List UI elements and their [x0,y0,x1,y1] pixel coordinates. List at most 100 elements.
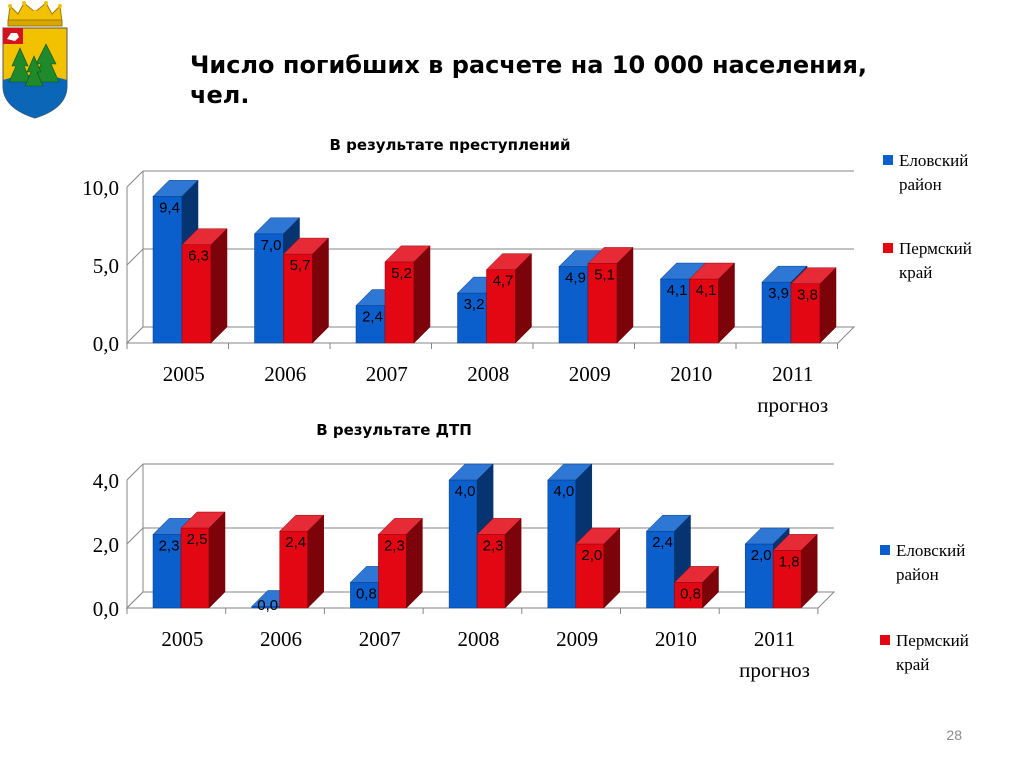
data-label: 7,0 [261,237,282,254]
bar-front [152,196,183,344]
legend-swatch-elovsky [880,545,890,555]
bar-side [515,253,532,344]
bar-side [603,527,621,609]
bar-perm-2010: 0,8 [673,565,720,609]
data-label: 2,5 [187,531,208,548]
data-label: 2,4 [652,534,673,551]
bar-front [674,582,703,609]
x-tick-label: 2008 [457,627,499,651]
legend-swatch-perm [883,243,893,253]
gridline-depth [126,170,144,188]
x-tick-label: 2009 [556,627,598,651]
legend-label: край [899,263,932,282]
data-label: 2,3 [384,537,405,554]
bar-perm-2007: 5,2 [384,245,431,344]
data-label: 4,0 [553,483,574,500]
bar-front [152,534,182,609]
data-label: 4,1 [696,282,717,299]
x-tick-label: 2005 [161,627,203,651]
data-label: 2,0 [581,547,602,564]
bar-perm-2010: 4,1 [688,262,736,344]
legend: Еловский район Пермский край [883,151,972,282]
bar-perm-2008: 2,3 [476,517,522,609]
bar-front [790,283,821,344]
y-tick-label: 2,0 [93,533,119,557]
bar-side [702,565,719,609]
chart-title: В результате преступлений [330,136,571,154]
bar-front [558,266,589,344]
bar-front [744,543,774,609]
data-label: 3,2 [464,296,485,313]
bars: 9,4 6,3 7,0 5,7 2,4 5,2 3,2 4,7 4,9 5,1 4,1 4,1 3,9 3… [152,179,837,344]
bar-front [486,269,516,344]
legend-label: район [899,175,942,194]
bar-side [616,246,634,344]
legend-label: район [896,565,939,584]
bar-front [254,233,284,344]
x-tick-label: прогноз [739,658,810,682]
bar-front [283,253,313,344]
bar-side [413,245,431,344]
bar-side [718,262,735,344]
legend-label: Еловский [896,541,965,560]
bar-perm-2006: 2,4 [279,514,325,609]
bar-side [819,267,837,344]
data-label: 2,4 [362,309,383,326]
legend-label: Пермский [899,239,972,258]
data-label: 1,8 [779,553,800,570]
data-label: 4,9 [565,270,586,287]
coat-of-arms-logo [2,1,68,119]
bar-perm-2005: 2,5 [180,511,226,609]
x-tick-label: 2010 [670,362,712,386]
data-label: 4,7 [493,273,514,290]
legend: Еловский район Пермский край [880,541,969,674]
bar-front [384,261,415,344]
data-label: 3,9 [768,285,789,302]
bar-side [208,511,226,609]
bar-front [587,263,618,344]
gridline-depth [126,248,144,266]
data-label: 0,8 [356,585,377,602]
data-label: 5,2 [391,265,412,282]
chart-title: В результате ДТП [316,421,472,439]
y-tick-label: 4,0 [93,469,119,493]
bar-side [800,533,818,609]
crime-deaths-chart: В результате преступлений 0,0 5,0 10,0 9,4 6,… [82,136,972,417]
bar-perm-2009: 2,0 [575,527,621,609]
bar-front [660,278,690,344]
gridline-depth [126,527,144,545]
x-tick-label: 2011 [754,627,795,651]
gridline-depth [126,463,144,481]
bar-elovsky-2010: 2,4 [645,514,692,609]
traffic-deaths-chart: В результате ДТП 0,0 2,0 4,0 2,3 2,5 0,0 2,4 0,8… [93,421,969,682]
legend-label: край [896,655,929,674]
crown-icon [7,1,63,27]
legend-label: Пермский [896,631,969,650]
bar-front [350,582,379,609]
y-tick-label: 0,0 [93,597,119,621]
data-label: 4,0 [455,483,476,500]
bar-front [457,292,487,344]
data-label: 5,7 [290,257,311,274]
bar-side [210,228,228,344]
legend-label: Еловский [899,151,968,170]
data-label: 4,1 [667,282,688,299]
x-tick-label: 2006 [264,362,306,386]
data-label: 2,3 [159,537,180,554]
bar-perm-2011: 3,8 [790,267,837,344]
data-label: 6,3 [188,248,209,265]
data-label: 9,4 [159,199,180,216]
bar-side [307,514,324,609]
bars: 2,3 2,5 0,0 2,4 0,8 2,3 4,0 2,3 4,0 2,0 2,4 0,8 2,0 1… [152,463,818,614]
x-tick-label: 2009 [569,362,611,386]
x-tick-label: 2010 [655,627,697,651]
data-label: 2,0 [751,547,772,564]
bar-perm-2011: 1,8 [772,533,818,609]
y-tick-label: 0,0 [93,332,119,356]
x-tick-label: 2008 [467,362,509,386]
x-tick-label: 2006 [260,627,302,651]
bar-side [406,517,423,609]
x-tick-label: 2007 [366,362,408,386]
data-label: 3,8 [797,287,818,304]
bar-front [575,543,605,609]
